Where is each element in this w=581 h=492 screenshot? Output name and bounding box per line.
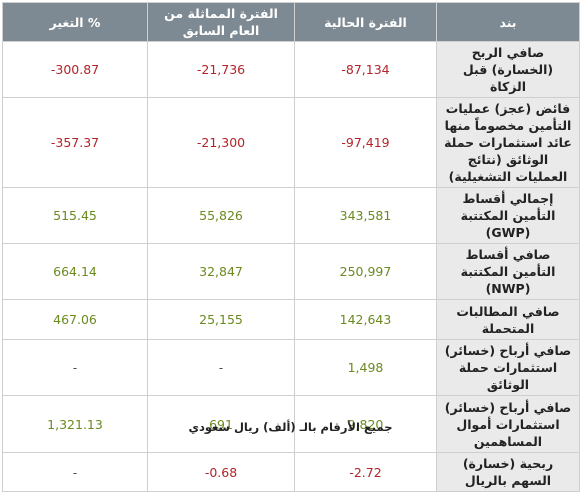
row-item-label: إجمالي أقساط التأمين المكتتبة (GWP) [436,187,580,244]
header-change-percent: % التغير [2,2,148,42]
row-previous-value: - [147,339,295,396]
row-change-value: - [2,452,148,492]
row-item-label: صافي المطالبات المتحملة [436,299,580,340]
row-previous-value: 21,736- [147,41,295,98]
table-row: صافي الربح (الخسارة) قبل الزكاة 87,134- 21… [2,41,580,98]
row-current-value: 343,581 [294,187,437,244]
row-item-label: صافي أرباح (خسائر) استثمارات حملة الوثائ… [436,339,580,396]
row-current-value: 87,134- [294,41,437,98]
row-item-label: ربحية (خسارة) السهم بالريال [436,452,580,492]
table-row: صافي أرباح (خسائر) استثمارات أموال المسا… [2,395,580,453]
row-previous-value: 55,826 [147,187,295,244]
row-previous-value: 21,300- [147,97,295,188]
row-previous-value: 25,155 [147,299,295,340]
row-change-value: - [2,339,148,396]
header-item: بند [436,2,580,42]
row-current-value: 142,643 [294,299,437,340]
table-header-row: بند الفترة الحالية الفترة المماثلة من ال… [2,2,580,42]
row-current-value: 1,498 [294,339,437,396]
row-change-value: 300.87- [2,41,148,98]
row-current-value: 97,419- [294,97,437,188]
row-item-label: صافي الربح (الخسارة) قبل الزكاة [436,41,580,98]
header-previous-period: الفترة المماثلة من العام السابق [147,2,295,42]
table-row: ربحية (خسارة) السهم بالريال 2.72- 0.68- - [2,452,580,492]
row-current-value: 250,997 [294,243,437,300]
row-current-value: 2.72- [294,452,437,492]
header-current-period: الفترة الحالية [294,2,437,42]
footnote: جميع الأرقام بالـ (ألف) ريال سعودي [188,420,393,434]
row-previous-value: 32,847 [147,243,295,300]
table-row: صافي المطالبات المتحملة 142,643 25,155 467.… [2,299,580,340]
row-previous-value: 0.68- [147,452,295,492]
row-change-value: 467.06 [2,299,148,340]
row-item-label: فائض (عجز) عمليات التأمين مخصوماً منها ع… [436,97,580,188]
table-row: إجمالي أقساط التأمين المكتتبة (GWP) 343,5… [2,187,580,244]
row-change-value: 357.37- [2,97,148,188]
row-change-value: 515.45 [2,187,148,244]
row-change-value: 664.14 [2,243,148,300]
table-row: فائض (عجز) عمليات التأمين مخصوماً منها ع… [2,97,580,188]
table-row: صافي أقساط التأمين المكتتبة (NWP) 250,997… [2,243,580,300]
row-item-label: صافي أقساط التأمين المكتتبة (NWP) [436,243,580,300]
table-row: صافي أرباح (خسائر) استثمارات حملة الوثائ… [2,339,580,396]
